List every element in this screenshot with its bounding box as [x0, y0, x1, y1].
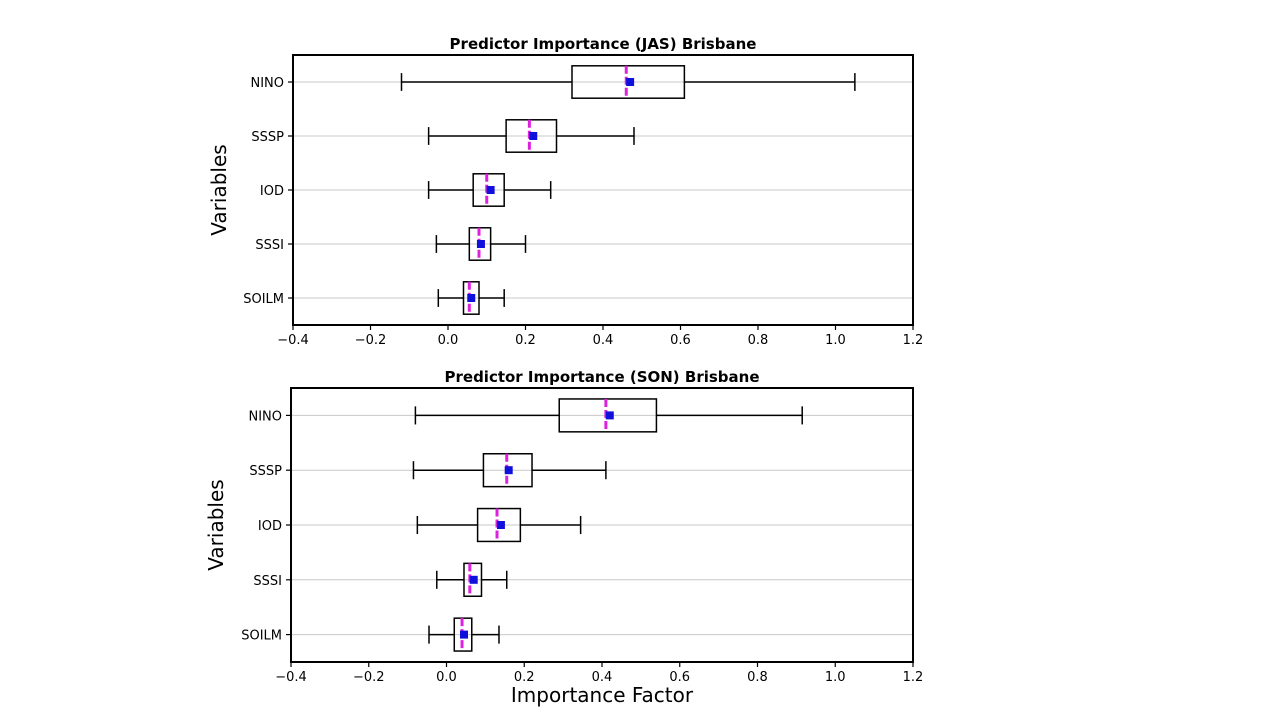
iqr-box — [476, 507, 522, 543]
x-tick-label: −0.2 — [353, 670, 385, 685]
y-axis-label: Variables — [204, 479, 228, 570]
x-tick-label: −0.4 — [277, 333, 309, 348]
y-tick-label-sssi: SSSI — [255, 238, 284, 253]
x-tick-label: 1.2 — [903, 670, 924, 685]
chart-panel-2: NINO SSSP IOD SSSI SOILM −0.4 −0.2 0.0 0.2 0.4 0.6… — [204, 368, 923, 707]
mean-marker — [504, 466, 513, 475]
mean-marker — [467, 294, 476, 302]
iqr-box — [462, 281, 480, 315]
mean-marker — [476, 240, 485, 248]
mean-marker — [459, 630, 468, 639]
box-sssi — [436, 562, 508, 597]
box-soilm — [428, 617, 500, 652]
y-tick-label-iod: IOD — [258, 519, 282, 534]
x-tick-label: −0.2 — [355, 333, 387, 348]
box-nino — [400, 65, 856, 99]
x-tick-label: 1.0 — [825, 333, 846, 348]
x-tick-label: 0.6 — [670, 333, 691, 348]
mean-marker — [529, 132, 538, 140]
iqr-box — [558, 398, 658, 433]
y-tick-label-nino: NINO — [248, 409, 282, 424]
x-axis-label: Importance Factor — [511, 683, 694, 707]
x-tick-label: 0.8 — [747, 670, 768, 685]
box-soilm — [437, 281, 505, 315]
x-tick-label: 0.6 — [669, 670, 690, 685]
mean-marker — [605, 411, 614, 420]
y-tick-label-sssi: SSSI — [253, 574, 282, 589]
chart-title: Predictor Importance (JAS) Brisbane — [450, 35, 757, 53]
x-tick-label: 0.2 — [514, 670, 535, 685]
x-tick-label: 0.0 — [436, 670, 457, 685]
iqr-box — [472, 173, 505, 207]
mean-marker — [469, 575, 478, 584]
box-sssp — [427, 119, 635, 153]
iqr-box — [505, 119, 558, 153]
x-tick-label: 0.4 — [593, 333, 614, 348]
x-tick-label: 0.4 — [592, 670, 613, 685]
y-tick-label-sssp: SSSP — [249, 464, 282, 479]
box-nino — [414, 398, 803, 433]
y-tick-label-iod: IOD — [260, 184, 284, 199]
box-sssi — [435, 227, 527, 261]
y-tick-label-nino: NINO — [250, 76, 284, 91]
chart-title: Predictor Importance (SON) Brisbane — [445, 368, 760, 386]
chart-panel-1: NINO SSSP IOD SSSI SOILM −0.4 −0.2 0.0 0.2 0.4 0.6… — [207, 35, 923, 348]
mean-marker — [626, 78, 635, 86]
box-iod — [427, 173, 552, 207]
box-sssp — [412, 453, 607, 488]
iqr-box — [463, 562, 483, 597]
box-iod — [416, 507, 582, 543]
x-tick-label: 0.0 — [438, 333, 459, 348]
x-tick-label: 1.2 — [903, 333, 924, 348]
x-tick-label: 0.8 — [748, 333, 769, 348]
y-tick-label-sssp: SSSP — [251, 130, 284, 145]
mean-marker — [486, 186, 495, 194]
y-tick-label-soilm: SOILM — [243, 292, 284, 307]
x-tick-label: 1.0 — [825, 670, 846, 685]
x-tick-label: 0.2 — [515, 333, 536, 348]
mean-marker — [496, 521, 505, 529]
iqr-box — [571, 65, 686, 99]
y-axis-label: Variables — [207, 144, 231, 235]
x-tick-label: −0.4 — [275, 670, 307, 685]
y-tick-label-soilm: SOILM — [241, 629, 282, 644]
